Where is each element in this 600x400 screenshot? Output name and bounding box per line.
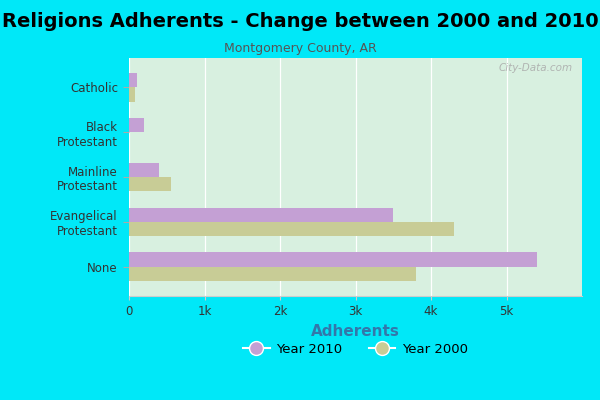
X-axis label: Adherents: Adherents [311, 324, 400, 338]
Text: Montgomery County, AR: Montgomery County, AR [224, 42, 376, 55]
Bar [129, 208, 393, 222]
Bar [129, 118, 144, 132]
Bar [129, 267, 416, 281]
Bar [129, 252, 537, 267]
Bar [129, 87, 134, 102]
Bar [129, 222, 454, 236]
Legend: Year 2010, Year 2000: Year 2010, Year 2000 [238, 337, 473, 361]
Text: City-Data.com: City-Data.com [499, 63, 573, 73]
Bar [129, 73, 137, 87]
Text: Religions Adherents - Change between 2000 and 2010: Religions Adherents - Change between 200… [2, 12, 598, 31]
Bar [129, 163, 159, 177]
Bar [129, 177, 170, 191]
